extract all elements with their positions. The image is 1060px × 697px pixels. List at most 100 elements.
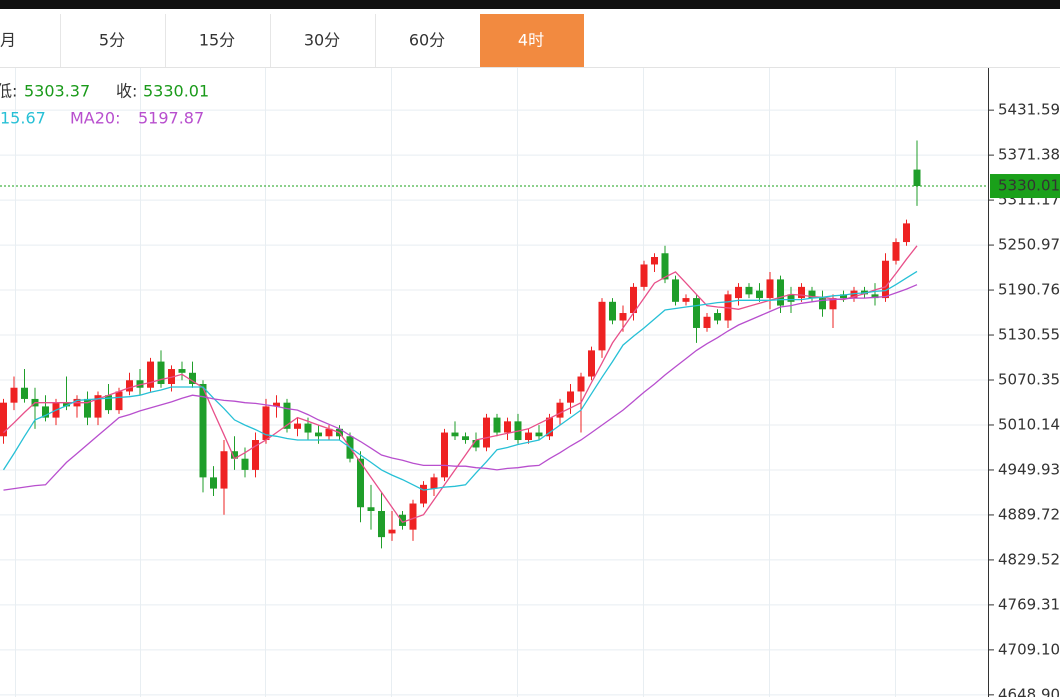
candle-body: [630, 286, 637, 314]
y-tick-label: 5130.55: [998, 326, 1060, 344]
y-tick-label: 4769.31: [998, 595, 1060, 613]
candle-body: [682, 298, 690, 302]
candle-body: [168, 369, 175, 384]
tab[interactable]: 60分: [409, 31, 445, 50]
active-tab-bg: [480, 14, 584, 67]
candle-body: [94, 395, 102, 418]
candle-body: [714, 313, 721, 321]
candle-body: [273, 402, 280, 407]
candle-body: [388, 529, 396, 534]
candle-body: [126, 380, 133, 392]
candle-body: [262, 406, 270, 441]
candle-body: [157, 361, 165, 384]
candle-body: [21, 387, 28, 399]
candle-body: [178, 369, 186, 373]
y-tick-label: 4949.93: [998, 460, 1060, 478]
candle-body: [189, 372, 196, 384]
candle-body: [829, 298, 837, 310]
candle-body: [462, 436, 469, 441]
tab[interactable]: 月: [0, 31, 16, 50]
y-tick-label: 4889.72: [998, 505, 1060, 523]
y-tick-label: 5431.59: [998, 101, 1060, 119]
y-tick-label: 5070.35: [998, 370, 1060, 388]
candle-body: [357, 458, 364, 508]
candle-body: [598, 301, 606, 351]
tab[interactable]: 5分: [99, 31, 125, 50]
tab[interactable]: 15分: [199, 31, 235, 50]
plot: [0, 140, 988, 549]
candle-body: [871, 294, 879, 299]
candle-body: [619, 313, 627, 321]
candle-body: [556, 402, 564, 418]
candle-body: [735, 286, 742, 299]
candle-body: [483, 417, 490, 448]
candle-body: [651, 256, 658, 265]
close-value: 5330.01: [143, 82, 209, 101]
candle-body: [525, 432, 532, 441]
y-tick-label: 5371.38: [998, 146, 1060, 164]
low-label: 低:: [0, 82, 17, 101]
candle-body: [63, 402, 70, 407]
candle-body: [42, 406, 49, 418]
tab[interactable]: 4时: [518, 31, 544, 50]
candle-body: [787, 294, 795, 302]
candle-body: [756, 290, 763, 299]
y-tick-label: 4829.52: [998, 550, 1060, 568]
candle-body: [294, 423, 301, 429]
y-tick-label: 5010.14: [998, 415, 1060, 433]
tab[interactable]: 30分: [304, 31, 340, 50]
candle-body: [472, 440, 480, 448]
candle-body: [304, 423, 312, 433]
candle-body: [703, 316, 711, 328]
candle-body: [105, 395, 112, 411]
candle-body: [672, 279, 679, 302]
ma20-value: 5197.87: [138, 109, 204, 128]
candle-body: [903, 223, 910, 243]
candle-body: [882, 260, 889, 299]
y-tick-label: 5190.76: [998, 281, 1060, 299]
candle-body: [504, 421, 511, 433]
candle-body: [588, 350, 595, 377]
candle-body: [567, 391, 574, 403]
tab-separators: [60, 14, 376, 67]
candle-body: [283, 402, 291, 429]
candle-body: [777, 279, 784, 306]
candle-body: [766, 279, 774, 299]
candle-body: [819, 298, 826, 310]
candle-body: [745, 286, 753, 295]
top-bar: [0, 0, 1060, 9]
candle-body: [378, 510, 385, 538]
candle-body: [661, 253, 669, 280]
candle-body: [808, 290, 816, 299]
ma-line: [3, 284, 918, 491]
candle-body: [420, 484, 427, 504]
close-label: 收:: [116, 82, 137, 101]
tabs: 月 5分 15分 30分 60分 4时: [0, 31, 544, 50]
ma10-value: 15.67: [0, 109, 46, 128]
candle-body: [399, 514, 406, 526]
candle-body: [147, 361, 154, 388]
candle-body: [493, 417, 501, 433]
ma20-label: MA20:: [70, 109, 121, 128]
candle-body: [199, 383, 207, 478]
candle-body: [210, 477, 217, 489]
candle-body: [798, 286, 805, 299]
candle-body: [441, 432, 448, 478]
candle-body: [892, 242, 900, 261]
candle-body: [430, 477, 438, 489]
candle-body: [325, 428, 333, 437]
candle-body: [315, 432, 322, 437]
candle-body: [367, 507, 375, 511]
price-tag-bg: [990, 174, 1060, 199]
candle-body: [609, 301, 616, 321]
candle-body: [231, 451, 238, 459]
candle-body: [535, 432, 543, 437]
candle-body: [451, 432, 459, 437]
candle-body: [241, 458, 249, 470]
candle-body: [10, 387, 18, 403]
candle-body: [840, 294, 847, 299]
y-axis: 5431.595371.385311.175250.975190.765130.…: [988, 101, 1060, 697]
price-tag: 5330.01: [998, 177, 1060, 195]
y-tick-label: 5250.97: [998, 236, 1060, 254]
